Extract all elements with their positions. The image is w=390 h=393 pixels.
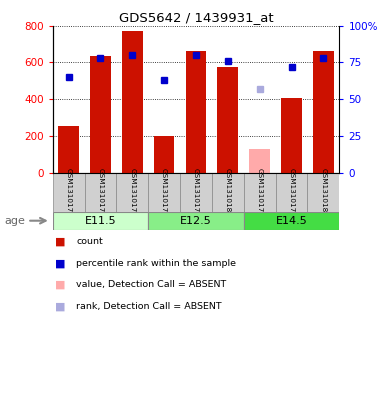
Bar [249, 149, 270, 173]
Text: ■: ■ [55, 258, 65, 268]
Bar [180, 173, 212, 211]
Text: GSM1310179: GSM1310179 [129, 168, 135, 217]
Text: percentile rank within the sample: percentile rank within the sample [76, 259, 236, 268]
Text: age: age [4, 216, 25, 226]
Text: GSM1310180: GSM1310180 [225, 168, 231, 217]
Bar [313, 51, 334, 173]
Bar [53, 211, 148, 230]
Bar [244, 173, 276, 211]
Bar [244, 211, 339, 230]
Text: ■: ■ [55, 237, 65, 247]
Bar [85, 173, 116, 211]
Text: GSM1310174: GSM1310174 [161, 168, 167, 217]
Bar [122, 31, 143, 173]
Bar [218, 67, 238, 173]
Bar [212, 173, 244, 211]
Text: GSM1310181: GSM1310181 [320, 168, 326, 217]
Text: ■: ■ [55, 280, 65, 290]
Text: E14.5: E14.5 [276, 216, 307, 226]
Bar [154, 136, 174, 173]
Text: rank, Detection Call = ABSENT: rank, Detection Call = ABSENT [76, 302, 222, 311]
Bar [186, 51, 206, 173]
Text: E12.5: E12.5 [180, 216, 212, 226]
Bar [58, 126, 79, 173]
Text: GSM1310173: GSM1310173 [66, 168, 72, 217]
Bar [307, 173, 339, 211]
Text: value, Detection Call = ABSENT: value, Detection Call = ABSENT [76, 281, 226, 289]
Text: ■: ■ [55, 301, 65, 312]
Bar [281, 98, 302, 173]
Bar [53, 173, 85, 211]
Bar [148, 173, 180, 211]
Bar [148, 211, 244, 230]
Text: GSM1310175: GSM1310175 [257, 168, 263, 217]
Text: E11.5: E11.5 [85, 216, 116, 226]
Title: GDS5642 / 1439931_at: GDS5642 / 1439931_at [119, 11, 273, 24]
Text: GSM1310178: GSM1310178 [289, 168, 294, 217]
Text: count: count [76, 237, 103, 246]
Text: GSM1310177: GSM1310177 [193, 168, 199, 217]
Text: GSM1310176: GSM1310176 [98, 168, 103, 217]
Bar [90, 56, 111, 173]
Bar [276, 173, 307, 211]
Bar [116, 173, 148, 211]
